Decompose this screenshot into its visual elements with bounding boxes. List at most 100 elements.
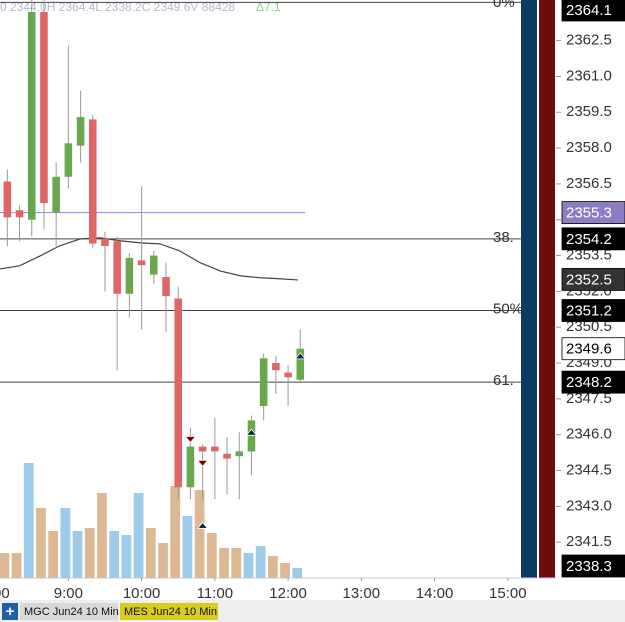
- price-marker-label: 2352.5: [566, 271, 612, 288]
- y-tick-label: 2341.5: [566, 533, 612, 550]
- level-label: 0%: [493, 0, 515, 11]
- x-tick-label: 12:00: [269, 585, 307, 602]
- volume-bar: [219, 548, 229, 578]
- volume-bar: [231, 548, 242, 578]
- price-marker-label: 2349.6: [566, 341, 612, 358]
- tab[interactable]: [20, 603, 118, 620]
- volume-bar: [60, 508, 71, 578]
- candle-body: [101, 238, 109, 247]
- y-tick-label: 2350.5: [566, 318, 612, 335]
- candle-body: [125, 257, 134, 294]
- y-tick-label: 2346.0: [566, 426, 612, 443]
- y-tick-label: 2353.5: [566, 247, 612, 264]
- volume-bar: [0, 553, 10, 578]
- candle-body: [137, 260, 146, 266]
- price-marker: [561, 227, 625, 251]
- blue-band: [521, 0, 537, 578]
- signal-arrow: [184, 436, 197, 444]
- candle-body: [76, 117, 85, 146]
- volume-bar: [109, 531, 120, 578]
- y-tick-label: 2361.0: [566, 67, 612, 84]
- volume-bar: [267, 556, 278, 578]
- volume-bar: [133, 493, 144, 578]
- candle-body: [259, 358, 268, 407]
- change-info: Δ7.1: [256, 0, 281, 14]
- price-marker: [561, 554, 625, 578]
- volume-bar: [48, 531, 59, 578]
- volume-bar: [170, 486, 181, 578]
- candle-body: [64, 143, 73, 177]
- volume-bar: [194, 490, 205, 578]
- volume-bar: [292, 568, 303, 578]
- ohlc-info: 0 2344.0H 2364.4L 2338.2C 2349.6V 88428: [0, 0, 235, 14]
- price-marker: [561, 0, 625, 22]
- candle-body: [40, 11, 48, 204]
- level-label: 50%: [493, 300, 523, 317]
- volume-bar: [121, 535, 132, 578]
- price-marker: [561, 299, 625, 322]
- x-tick-label: 14:00: [416, 585, 454, 602]
- candle-body: [247, 420, 256, 452]
- volume-bar: [182, 516, 193, 578]
- price-marker: [561, 201, 625, 224]
- price-marker-label: 2338.3: [566, 558, 612, 575]
- signal-arrow: [294, 352, 307, 360]
- volume-bar: [206, 533, 217, 578]
- price-marker-label: 2354.2: [566, 231, 612, 248]
- signal-arrow: [245, 428, 258, 436]
- candle-body: [162, 277, 170, 297]
- price-marker: [561, 370, 625, 394]
- volume-bar: [243, 553, 254, 578]
- candle-body: [272, 363, 280, 371]
- signal-arrow: [196, 521, 209, 529]
- y-tick-label: 2343.0: [566, 497, 612, 514]
- candle-body: [186, 446, 195, 488]
- candle-body: [52, 176, 60, 213]
- level-label: 61.: [493, 372, 514, 389]
- candle-body: [27, 11, 36, 220]
- y-tick-label: 2359.5: [566, 103, 612, 120]
- y-tick-label: 2362.5: [566, 32, 612, 49]
- candle-body: [3, 181, 12, 218]
- volume-bar: [72, 531, 83, 578]
- price-marker-label: 2364.1: [566, 2, 612, 19]
- candle-body: [198, 446, 207, 452]
- candle-body: [223, 453, 231, 459]
- candle-body: [235, 451, 244, 457]
- candle-body: [150, 255, 158, 275]
- add-button[interactable]: [2, 603, 18, 620]
- volume-bar: [11, 553, 22, 578]
- y-tick-label: 2344.5: [566, 461, 612, 478]
- candle-body: [296, 348, 305, 380]
- volume-bar: [36, 508, 46, 578]
- level-label: 38.: [493, 229, 514, 246]
- price-marker-label: 2351.2: [566, 302, 612, 319]
- volume-bar: [84, 528, 95, 578]
- x-tick-label: 10:00: [123, 585, 161, 602]
- tab-label[interactable]: MGC Jun24 10 Min: [24, 606, 119, 618]
- y-tick-label: 2356.5: [566, 175, 612, 192]
- volume-bar: [23, 463, 34, 578]
- volume-bar: [158, 543, 168, 578]
- x-tick-label: 9:00: [54, 585, 83, 602]
- candle-body: [15, 210, 24, 218]
- price-marker: [561, 268, 625, 291]
- candle-body: [284, 372, 292, 378]
- x-tick-label: 11:00: [197, 585, 233, 602]
- candle-body: [113, 241, 121, 294]
- x-tick-label: 8:00: [0, 585, 10, 602]
- candle-body: [88, 119, 97, 244]
- price-marker-label: 2355.3: [566, 205, 612, 222]
- candle-body: [211, 446, 219, 452]
- volume-bar: [280, 563, 290, 578]
- tab[interactable]: [120, 603, 218, 620]
- candle-body: [174, 298, 182, 488]
- add-button-label[interactable]: +: [6, 603, 15, 620]
- signal-arrow: [196, 459, 209, 467]
- moving-average: [0, 237, 298, 281]
- volume-bar: [145, 528, 156, 578]
- x-tick-label: 13:00: [343, 585, 381, 602]
- x-tick-label: 15:00: [489, 585, 527, 602]
- tab-label[interactable]: MES Jun24 10 Min: [124, 606, 217, 618]
